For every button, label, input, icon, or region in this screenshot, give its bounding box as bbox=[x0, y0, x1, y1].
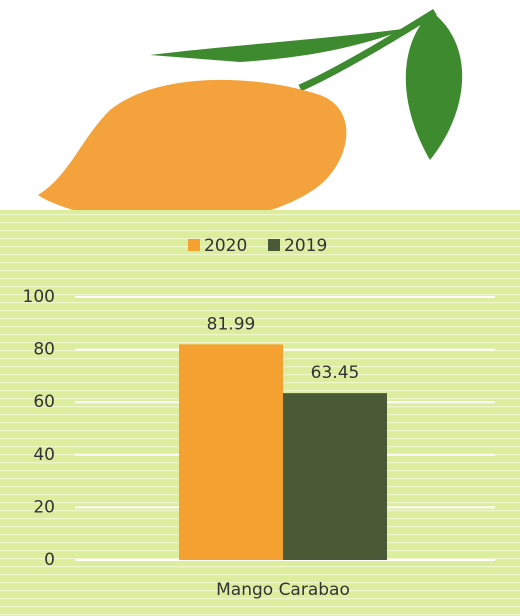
legend-swatch bbox=[268, 239, 280, 251]
chart: 0 20 40 60 80 100 2020 2019 Mango Carabao 81.99 63… bbox=[0, 0, 520, 616]
x-tick-label: Mango Carabao bbox=[216, 580, 350, 600]
y-tick-label: 0 bbox=[44, 550, 55, 570]
value-label: 81.99 bbox=[207, 314, 256, 334]
y-tick-label: 60 bbox=[33, 392, 55, 412]
y-tick-label: 20 bbox=[33, 497, 55, 517]
legend-label: 2019 bbox=[284, 236, 327, 256]
y-tick-label: 100 bbox=[23, 287, 55, 307]
y-tick-label: 80 bbox=[33, 340, 55, 360]
bar bbox=[179, 344, 283, 560]
bar bbox=[283, 393, 387, 560]
legend-label: 2020 bbox=[204, 236, 247, 256]
value-label: 63.45 bbox=[311, 363, 360, 383]
y-tick-label: 40 bbox=[33, 445, 55, 465]
legend-swatch bbox=[188, 239, 200, 251]
page: 0 20 40 60 80 100 2020 2019 Mango Carabao 81.99 63… bbox=[0, 0, 520, 616]
